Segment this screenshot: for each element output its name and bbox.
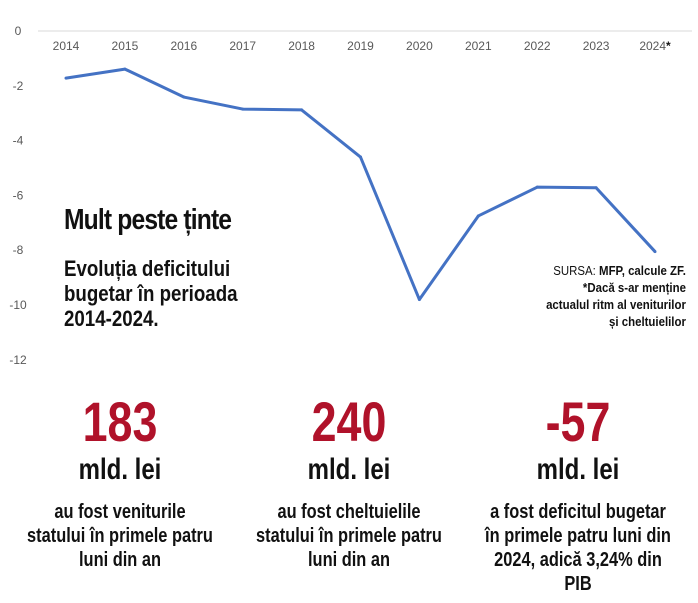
x-tick-label: 2020: [406, 39, 433, 53]
stat-number: 183: [82, 390, 158, 453]
data-point: [417, 298, 421, 302]
y-tick-label: -4: [13, 134, 24, 148]
stat-unit: mld. lei: [78, 453, 162, 486]
chart-title: Mult peste ținte: [64, 204, 232, 236]
stat-revenue: 183 mld. lei au fost veniturile statului…: [4, 392, 236, 572]
x-tick-label: 2017: [229, 39, 256, 53]
x-tick-label: 2019: [347, 39, 374, 53]
y-tick-label: 0: [15, 24, 22, 38]
data-point: [535, 185, 539, 189]
data-point: [123, 67, 127, 71]
data-point: [594, 186, 598, 190]
chart-subtitle: Evoluția deficitului bugetar în perioada…: [64, 256, 238, 331]
stat-unit: mld. lei: [536, 453, 620, 486]
stat-expenses: 240 mld. lei au fost cheltuielile statul…: [233, 392, 465, 572]
source-label: SURSA:: [553, 263, 596, 278]
x-tick-label: 2018: [288, 39, 315, 53]
x-tick-label: 2024*: [639, 39, 671, 53]
x-tick-label: 2021: [465, 39, 492, 53]
y-tick-label: -6: [13, 188, 24, 202]
source-note: SURSA: MFP, calcule ZF. *Dacă s-ar menți…: [546, 262, 686, 330]
x-tick-label: 2015: [112, 39, 139, 53]
y-tick-label: -2: [13, 79, 24, 93]
stat-number: 240: [311, 390, 387, 453]
data-point: [182, 95, 186, 99]
data-point: [359, 155, 362, 159]
stat-description: au fost cheltuielile statului în primele…: [256, 501, 442, 571]
data-point: [300, 108, 304, 112]
x-tick-label: 2022: [524, 39, 551, 53]
note-line: actualul ritm al veniturilor: [546, 297, 686, 312]
y-tick-label: -12: [9, 353, 27, 367]
y-tick-label: -8: [13, 243, 24, 257]
data-point: [64, 76, 68, 80]
line-chart: 0 -2 -4 -6 -8 -10 -12 2014 2015 2016 2017 2018 2019 2…: [9, 24, 692, 367]
data-point: [653, 250, 657, 254]
stat-number: -57: [545, 390, 611, 453]
stat-deficit: -57 mld. lei a fost deficitul bugetar în…: [462, 392, 694, 596]
stat-description: a fost deficitul bugetar în primele patr…: [485, 501, 671, 595]
x-tick-label: 2014: [53, 39, 80, 53]
note-line: *Dacă s-ar menține: [582, 280, 686, 295]
stat-unit: mld. lei: [307, 453, 391, 486]
stat-description: au fost veniturile statului în primele p…: [27, 501, 213, 571]
note-line: și cheltuielilor: [609, 314, 686, 329]
y-tick-label: -10: [9, 298, 27, 312]
data-point: [241, 107, 245, 111]
x-tick-label: 2016: [170, 39, 197, 53]
source-text: MFP, calcule ZF.: [599, 263, 686, 278]
x-tick-label: 2023: [583, 39, 610, 53]
data-point: [476, 214, 480, 218]
